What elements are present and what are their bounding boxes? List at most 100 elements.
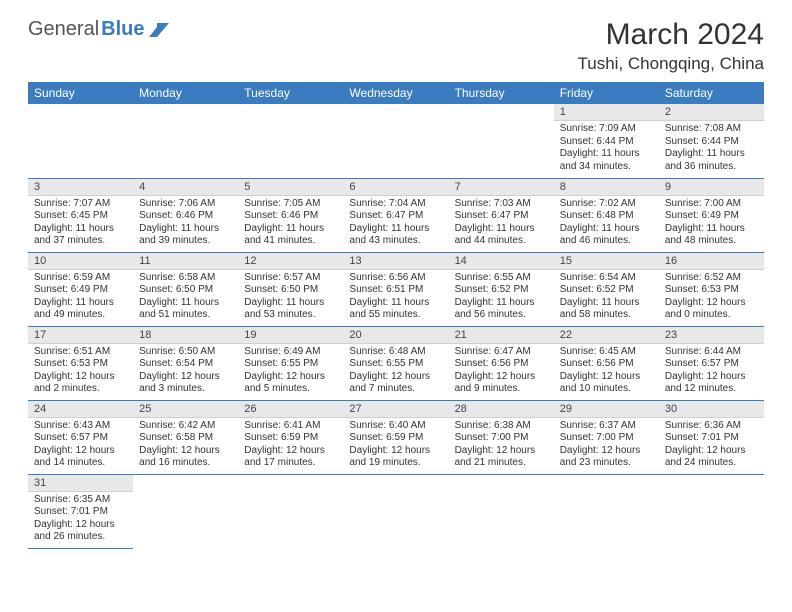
calendar-day-cell: 11Sunrise: 6:58 AMSunset: 6:50 PMDayligh…: [133, 252, 238, 326]
sunset-text: Sunset: 6:49 PM: [665, 210, 758, 223]
sunset-text: Sunset: 6:57 PM: [665, 358, 758, 371]
daylight-text: Daylight: 11 hours and 41 minutes.: [244, 223, 337, 248]
sunrise-text: Sunrise: 6:52 AM: [665, 272, 758, 285]
calendar-week-row: 1Sunrise: 7:09 AMSunset: 6:44 PMDaylight…: [28, 104, 764, 178]
day-details: Sunrise: 6:49 AMSunset: 6:55 PMDaylight:…: [238, 344, 343, 400]
logo: GeneralBlue: [28, 18, 169, 41]
calendar-day-cell: 14Sunrise: 6:55 AMSunset: 6:52 PMDayligh…: [449, 252, 554, 326]
calendar-day-cell: [238, 474, 343, 548]
day-number: 8: [554, 179, 659, 196]
day-number: [343, 475, 448, 491]
calendar-day-cell: 26Sunrise: 6:41 AMSunset: 6:59 PMDayligh…: [238, 400, 343, 474]
day-number: 26: [238, 401, 343, 418]
calendar-day-cell: [449, 104, 554, 178]
sunset-text: Sunset: 6:56 PM: [455, 358, 548, 371]
daylight-text: Daylight: 12 hours and 9 minutes.: [455, 371, 548, 396]
day-number: 27: [343, 401, 448, 418]
day-number: [28, 104, 133, 120]
sunrise-text: Sunrise: 7:02 AM: [560, 198, 653, 211]
day-details: Sunrise: 7:06 AMSunset: 6:46 PMDaylight:…: [133, 196, 238, 252]
day-details: Sunrise: 6:41 AMSunset: 6:59 PMDaylight:…: [238, 418, 343, 474]
day-details: Sunrise: 7:03 AMSunset: 6:47 PMDaylight:…: [449, 196, 554, 252]
calendar-day-cell: 20Sunrise: 6:48 AMSunset: 6:55 PMDayligh…: [343, 326, 448, 400]
day-details: Sunrise: 7:04 AMSunset: 6:47 PMDaylight:…: [343, 196, 448, 252]
sunset-text: Sunset: 6:59 PM: [349, 432, 442, 445]
calendar-day-cell: 1Sunrise: 7:09 AMSunset: 6:44 PMDaylight…: [554, 104, 659, 178]
calendar-day-cell: [238, 104, 343, 178]
calendar-day-cell: 8Sunrise: 7:02 AMSunset: 6:48 PMDaylight…: [554, 178, 659, 252]
day-number: 13: [343, 253, 448, 270]
day-details: Sunrise: 6:40 AMSunset: 6:59 PMDaylight:…: [343, 418, 448, 474]
day-number: 30: [659, 401, 764, 418]
day-details: Sunrise: 6:43 AMSunset: 6:57 PMDaylight:…: [28, 418, 133, 474]
calendar-day-cell: 21Sunrise: 6:47 AMSunset: 6:56 PMDayligh…: [449, 326, 554, 400]
sunset-text: Sunset: 6:55 PM: [349, 358, 442, 371]
daylight-text: Daylight: 12 hours and 19 minutes.: [349, 445, 442, 470]
day-number: 9: [659, 179, 764, 196]
day-details: Sunrise: 6:42 AMSunset: 6:58 PMDaylight:…: [133, 418, 238, 474]
calendar-day-cell: 16Sunrise: 6:52 AMSunset: 6:53 PMDayligh…: [659, 252, 764, 326]
sunrise-text: Sunrise: 6:55 AM: [455, 272, 548, 285]
calendar-day-cell: 27Sunrise: 6:40 AMSunset: 6:59 PMDayligh…: [343, 400, 448, 474]
day-number: [449, 475, 554, 491]
day-number: 4: [133, 179, 238, 196]
daylight-text: Daylight: 11 hours and 36 minutes.: [665, 148, 758, 173]
calendar-day-cell: 23Sunrise: 6:44 AMSunset: 6:57 PMDayligh…: [659, 326, 764, 400]
calendar-day-cell: [28, 104, 133, 178]
day-number: 2: [659, 104, 764, 121]
weekday-header: Tuesday: [238, 82, 343, 104]
sunset-text: Sunset: 6:46 PM: [244, 210, 337, 223]
calendar-table: Sunday Monday Tuesday Wednesday Thursday…: [28, 82, 764, 549]
weekday-header: Thursday: [449, 82, 554, 104]
day-number: 22: [554, 327, 659, 344]
sunset-text: Sunset: 6:58 PM: [139, 432, 232, 445]
day-details: Sunrise: 6:50 AMSunset: 6:54 PMDaylight:…: [133, 344, 238, 400]
day-number: [133, 104, 238, 120]
sunrise-text: Sunrise: 7:03 AM: [455, 198, 548, 211]
day-number: [343, 104, 448, 120]
sunset-text: Sunset: 6:50 PM: [244, 284, 337, 297]
day-details: Sunrise: 6:36 AMSunset: 7:01 PMDaylight:…: [659, 418, 764, 474]
calendar-day-cell: 12Sunrise: 6:57 AMSunset: 6:50 PMDayligh…: [238, 252, 343, 326]
calendar-week-row: 17Sunrise: 6:51 AMSunset: 6:53 PMDayligh…: [28, 326, 764, 400]
weekday-header: Friday: [554, 82, 659, 104]
daylight-text: Daylight: 12 hours and 21 minutes.: [455, 445, 548, 470]
sunrise-text: Sunrise: 6:36 AM: [665, 420, 758, 433]
sunset-text: Sunset: 7:01 PM: [34, 506, 127, 519]
sunrise-text: Sunrise: 6:56 AM: [349, 272, 442, 285]
sunset-text: Sunset: 7:00 PM: [560, 432, 653, 445]
day-details: Sunrise: 6:57 AMSunset: 6:50 PMDaylight:…: [238, 270, 343, 326]
daylight-text: Daylight: 11 hours and 44 minutes.: [455, 223, 548, 248]
sunrise-text: Sunrise: 6:45 AM: [560, 346, 653, 359]
sunset-text: Sunset: 6:49 PM: [34, 284, 127, 297]
calendar-week-row: 3Sunrise: 7:07 AMSunset: 6:45 PMDaylight…: [28, 178, 764, 252]
daylight-text: Daylight: 11 hours and 56 minutes.: [455, 297, 548, 322]
day-details: Sunrise: 7:07 AMSunset: 6:45 PMDaylight:…: [28, 196, 133, 252]
day-number: 12: [238, 253, 343, 270]
day-number: [554, 475, 659, 491]
sunset-text: Sunset: 7:01 PM: [665, 432, 758, 445]
sunset-text: Sunset: 6:56 PM: [560, 358, 653, 371]
calendar-day-cell: [133, 474, 238, 548]
daylight-text: Daylight: 12 hours and 0 minutes.: [665, 297, 758, 322]
calendar-day-cell: 24Sunrise: 6:43 AMSunset: 6:57 PMDayligh…: [28, 400, 133, 474]
daylight-text: Daylight: 11 hours and 39 minutes.: [139, 223, 232, 248]
calendar-week-row: 10Sunrise: 6:59 AMSunset: 6:49 PMDayligh…: [28, 252, 764, 326]
day-details: Sunrise: 7:08 AMSunset: 6:44 PMDaylight:…: [659, 121, 764, 177]
sunrise-text: Sunrise: 6:40 AM: [349, 420, 442, 433]
day-details: Sunrise: 7:02 AMSunset: 6:48 PMDaylight:…: [554, 196, 659, 252]
sunset-text: Sunset: 6:44 PM: [665, 136, 758, 149]
day-details: Sunrise: 6:58 AMSunset: 6:50 PMDaylight:…: [133, 270, 238, 326]
weekday-header-row: Sunday Monday Tuesday Wednesday Thursday…: [28, 82, 764, 104]
day-details: Sunrise: 6:38 AMSunset: 7:00 PMDaylight:…: [449, 418, 554, 474]
calendar-day-cell: 5Sunrise: 7:05 AMSunset: 6:46 PMDaylight…: [238, 178, 343, 252]
day-details: Sunrise: 7:05 AMSunset: 6:46 PMDaylight:…: [238, 196, 343, 252]
sunrise-text: Sunrise: 7:07 AM: [34, 198, 127, 211]
calendar-day-cell: 9Sunrise: 7:00 AMSunset: 6:49 PMDaylight…: [659, 178, 764, 252]
daylight-text: Daylight: 12 hours and 26 minutes.: [34, 519, 127, 544]
day-number: 19: [238, 327, 343, 344]
day-number: 6: [343, 179, 448, 196]
day-details: Sunrise: 6:54 AMSunset: 6:52 PMDaylight:…: [554, 270, 659, 326]
calendar-day-cell: 29Sunrise: 6:37 AMSunset: 7:00 PMDayligh…: [554, 400, 659, 474]
sunrise-text: Sunrise: 6:44 AM: [665, 346, 758, 359]
